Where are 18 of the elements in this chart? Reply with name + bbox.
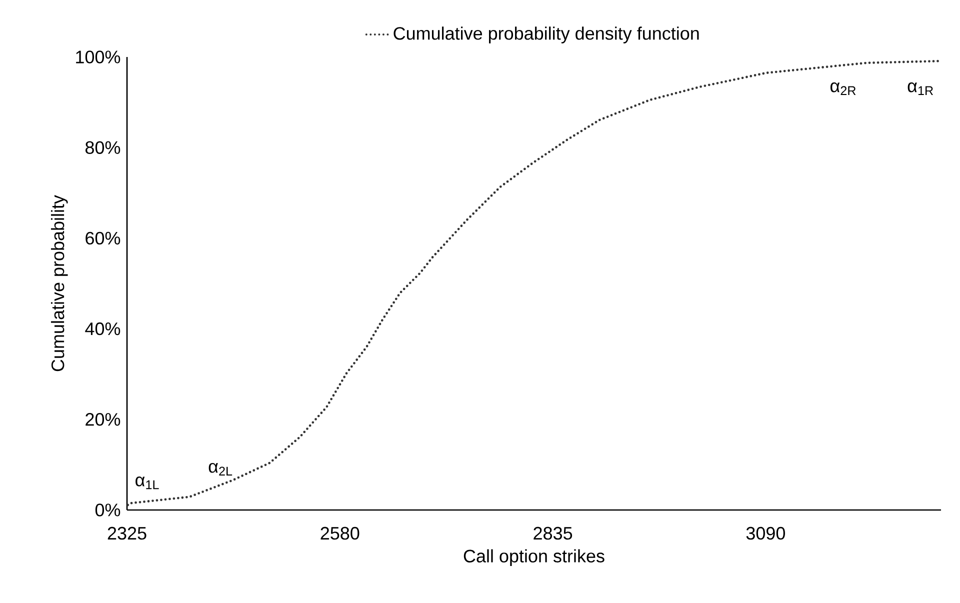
- y-tick-label: 20%: [86, 413, 120, 426]
- legend-label: Cumulative probability density function: [394, 26, 699, 44]
- x-tick-label: 2580: [320, 526, 360, 540]
- x-tick-label: 2835: [534, 526, 572, 540]
- annotation: α$_{2L}$: [208, 462, 232, 476]
- annotation: α$_{1L}$: [136, 476, 159, 490]
- line-series: [127, 60, 940, 506]
- y-tick-label: 60%: [86, 232, 120, 245]
- x-axis-title: Call option strikes: [464, 549, 604, 566]
- annotation: α$_{1R}$: [908, 82, 933, 95]
- y-tick-label: 100%: [76, 50, 120, 64]
- y-tick-label: 40%: [85, 322, 120, 336]
- y-tick-label: 0%: [95, 504, 120, 516]
- annotation: α$_{2R}$: [830, 82, 856, 95]
- y-tick-label: 80%: [85, 141, 120, 154]
- x-tick-label: 2325: [108, 526, 146, 540]
- y-axis-title: Cumulative probability: [50, 195, 68, 372]
- x-tick-label: 3090: [746, 526, 785, 540]
